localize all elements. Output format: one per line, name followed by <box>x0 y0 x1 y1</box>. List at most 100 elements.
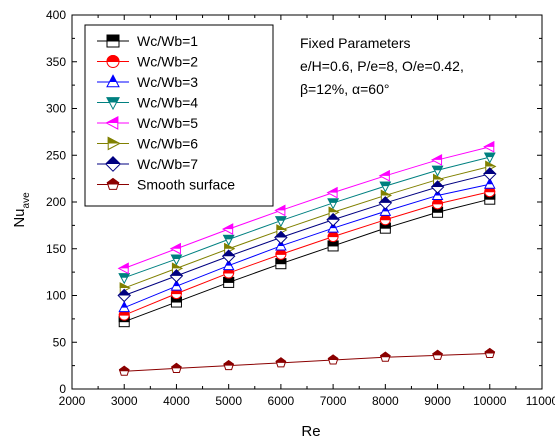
legend-label: Wc/Wb=3 <box>137 74 198 90</box>
data-point <box>118 273 131 285</box>
series-line <box>124 183 490 309</box>
data-point <box>106 34 120 48</box>
data-point <box>326 213 340 227</box>
legend-entry: Wc/Wb=2 <box>97 54 198 70</box>
data-point <box>171 362 182 373</box>
y-axis-label-main: Nu <box>11 208 28 227</box>
series <box>117 141 495 275</box>
series-line <box>124 191 490 316</box>
data-point <box>432 198 444 210</box>
data-point <box>275 357 287 368</box>
series-line <box>124 156 490 279</box>
data-point <box>379 214 391 226</box>
data-point <box>378 169 390 182</box>
y-tick-label: 250 <box>46 148 66 162</box>
x-axis-label: Re <box>301 423 320 440</box>
data-point <box>221 249 236 263</box>
legend-box <box>84 24 274 207</box>
series <box>117 167 497 303</box>
legend-label: Wc/Wb=4 <box>137 95 198 111</box>
legend-entry: Smooth surface <box>97 177 235 193</box>
data-point <box>483 167 497 181</box>
data-point <box>327 198 339 210</box>
x-tick-label: 8000 <box>372 394 399 408</box>
data-point <box>274 204 286 217</box>
data-point <box>105 116 119 130</box>
data-point <box>379 351 391 362</box>
data-point <box>275 216 287 228</box>
data-point <box>275 258 287 270</box>
data-point <box>484 347 496 359</box>
legend-label: Wc/Wb=1 <box>137 33 198 49</box>
x-tick-label: 2000 <box>59 394 86 408</box>
data-point <box>107 136 121 151</box>
annotation-line: Fixed Parameters <box>300 35 410 51</box>
data-point <box>105 156 121 172</box>
annotation-line: e/H=0.6, P/e=8, O/e=0.42, <box>300 58 464 74</box>
data-point <box>106 177 120 190</box>
data-point <box>118 365 130 376</box>
data-point <box>222 234 235 246</box>
data-point <box>431 188 444 200</box>
data-point <box>431 165 444 177</box>
y-tick-label: 400 <box>46 8 66 22</box>
data-point <box>430 180 445 194</box>
legend-entry: Wc/Wb=1 <box>97 33 198 49</box>
x-tick-label: 7000 <box>320 394 347 408</box>
x-tick-label: 6000 <box>268 394 295 408</box>
data-point <box>170 254 183 266</box>
series <box>118 347 496 376</box>
y-tick-label: 50 <box>53 335 67 349</box>
x-tick-label: 10000 <box>473 394 507 408</box>
y-axis-label: Nuave <box>11 192 32 228</box>
annotation-line: β=12%, α=60° <box>300 81 389 97</box>
data-point <box>117 288 131 303</box>
data-point <box>432 349 443 360</box>
legend: Wc/Wb=1 Wc/Wb=2 Wc/Wb=3 Wc/Wb=4 Wc/Wb=5 Wc/Wb… <box>84 24 274 207</box>
x-tick-label: 3000 <box>111 394 138 408</box>
data-point <box>327 231 339 243</box>
series-line <box>124 173 490 296</box>
series-line <box>124 146 490 269</box>
x-tick-label: 9000 <box>424 394 451 408</box>
series <box>118 152 496 285</box>
data-point <box>275 248 287 260</box>
x-tick-label: 5000 <box>215 394 242 408</box>
legend-entry: Wc/Wb=6 <box>97 136 198 152</box>
series <box>118 186 496 321</box>
data-point <box>170 279 183 291</box>
data-point <box>483 141 495 153</box>
y-tick-label: 300 <box>46 102 66 116</box>
data-point <box>327 240 339 252</box>
y-tick-label: 150 <box>46 242 66 256</box>
y-axis-label-subscript: ave <box>21 192 32 209</box>
annotation: Fixed Parameters e/H=0.6, P/e=8, O/e=0.42… <box>300 35 464 97</box>
data-point <box>169 269 184 283</box>
y-tick-label: 100 <box>46 289 66 303</box>
data-point <box>117 262 129 275</box>
data-point <box>430 154 443 166</box>
legend-entry: Wc/Wb=3 <box>97 74 198 90</box>
legend-label: Wc/Wb=6 <box>137 136 198 152</box>
series-line <box>124 198 490 323</box>
y-tick-label: 200 <box>46 195 66 209</box>
data-point <box>106 97 120 111</box>
x-tick-label: 11000 <box>526 394 555 408</box>
data-point <box>106 55 120 68</box>
legend-label: Wc/Wb=2 <box>137 54 198 70</box>
data-point <box>378 196 393 210</box>
legend-label: Wc/Wb=5 <box>137 115 198 131</box>
data-point <box>483 152 496 164</box>
data-point <box>274 230 288 245</box>
series-layer <box>117 141 497 376</box>
data-point <box>222 223 234 235</box>
legend-label: Wc/Wb=7 <box>137 156 198 172</box>
data-point <box>118 301 131 313</box>
series-line <box>124 352 490 372</box>
series-line <box>124 165 490 289</box>
data-point <box>326 186 338 199</box>
y-tick-label: 0 <box>59 382 66 396</box>
data-point <box>483 177 496 189</box>
y-tick-label: 350 <box>46 55 66 69</box>
